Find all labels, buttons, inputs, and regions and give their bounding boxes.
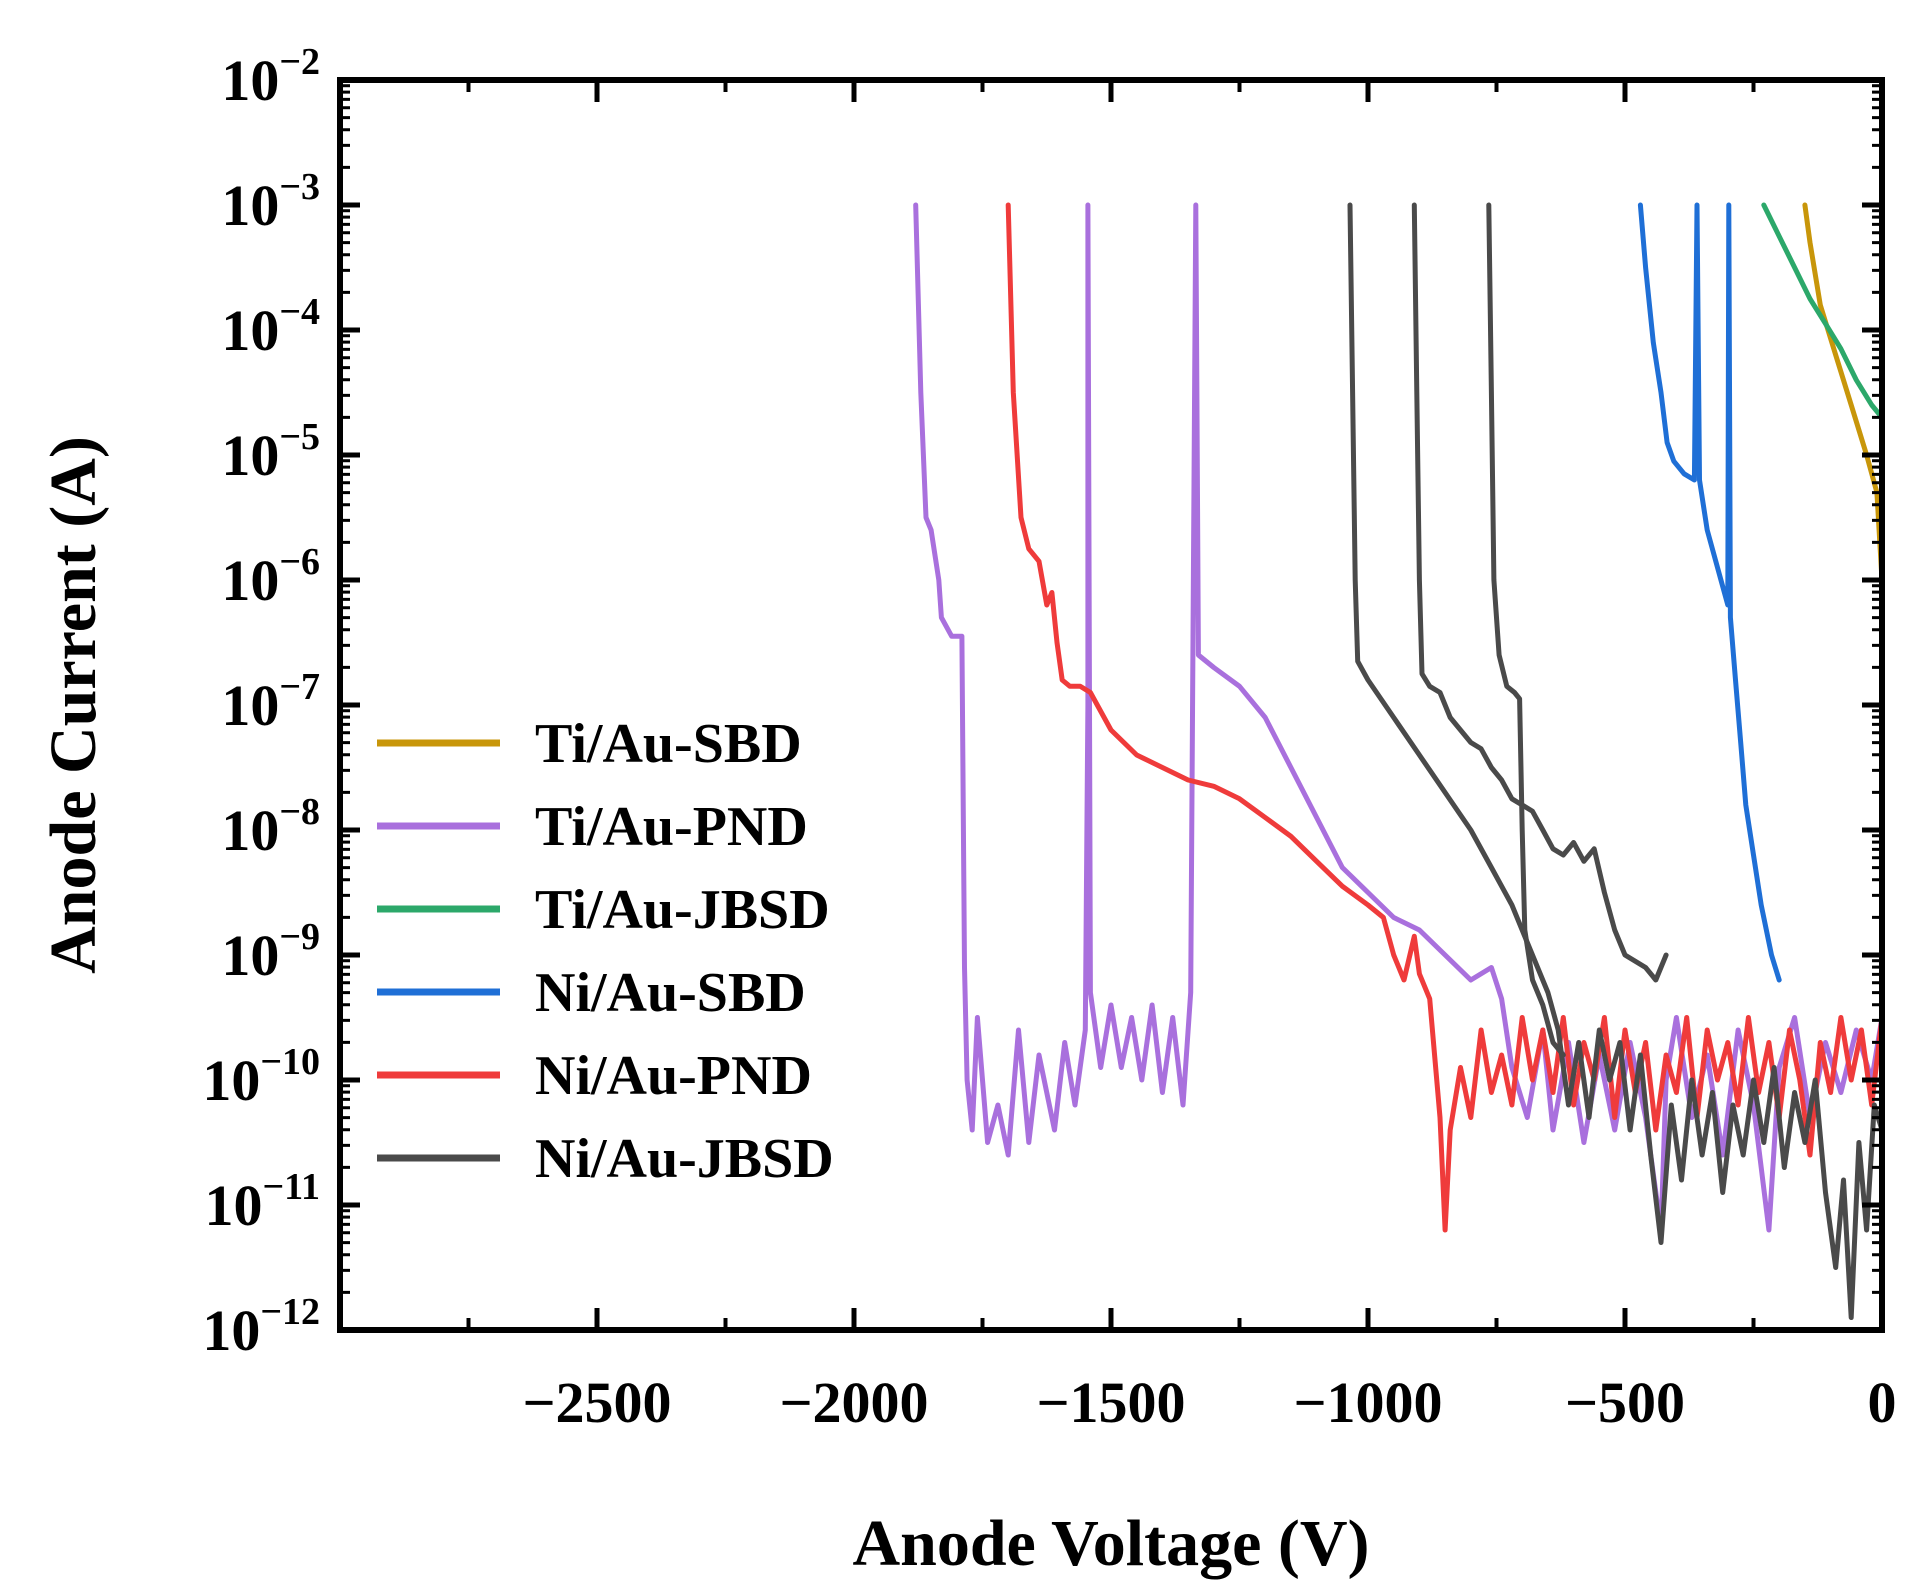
legend-label: Ti/Au-JBSD xyxy=(535,879,830,941)
series-line-5 xyxy=(1347,202,1885,1320)
series-line-6 xyxy=(1411,202,1669,983)
x-tick-label: 0 xyxy=(1868,1370,1897,1435)
y-tick-label: 10−12 xyxy=(202,1291,320,1363)
y-tick-labels: 10−12 10−11 10−10 10−9 10−8 10−7 10−6 10−5 10−4 1… xyxy=(202,41,320,1363)
y-tick-label: 10−9 xyxy=(221,916,320,988)
ticks-layer xyxy=(340,77,1885,1333)
series-line-3 xyxy=(1637,202,1782,983)
series-line-2 xyxy=(1761,202,1885,420)
series-layer xyxy=(913,202,1885,1320)
x-tick-label: −2500 xyxy=(522,1370,671,1435)
y-tick-label: 10−5 xyxy=(221,416,320,488)
legend-label: Ni/Au-SBD xyxy=(535,962,806,1024)
legend-label: Ni/Au-JBSD xyxy=(535,1128,834,1190)
series-line-7 xyxy=(1486,202,1566,1058)
x-axis-title: Anode Voltage (V) xyxy=(852,1507,1369,1580)
x-tick-label: −1500 xyxy=(1036,1370,1185,1435)
x-tick-label: −500 xyxy=(1565,1370,1685,1435)
y-tick-label: 10−4 xyxy=(221,291,320,363)
x-tick-label: −2000 xyxy=(779,1370,928,1435)
y-tick-label: 10−3 xyxy=(221,166,320,238)
legend-label: Ni/Au-PND xyxy=(535,1045,812,1107)
legend: Ti/Au-SBD Ti/Au-PND Ti/Au-JBSD Ni/Au-SBD Ni/… xyxy=(377,713,834,1190)
y-tick-label: 10−2 xyxy=(221,41,320,113)
legend-label: Ti/Au-PND xyxy=(535,796,808,858)
legend-label: Ti/Au-SBD xyxy=(535,713,802,775)
y-tick-label: 10−8 xyxy=(221,791,320,863)
y-tick-label: 10−7 xyxy=(221,666,320,738)
series-line-0 xyxy=(1802,202,1885,583)
y-tick-label: 10−11 xyxy=(204,1166,320,1238)
x-tick-labels: −2500 −2000 −1500 −1000 −500 0 xyxy=(522,1370,1896,1435)
series-line-4 xyxy=(1005,202,1885,1233)
y-tick-label: 10−6 xyxy=(221,541,320,613)
x-tick-label: −1000 xyxy=(1293,1370,1442,1435)
y-tick-label: 10−10 xyxy=(202,1041,320,1113)
y-axis-title: Anode Current (A) xyxy=(37,436,110,974)
